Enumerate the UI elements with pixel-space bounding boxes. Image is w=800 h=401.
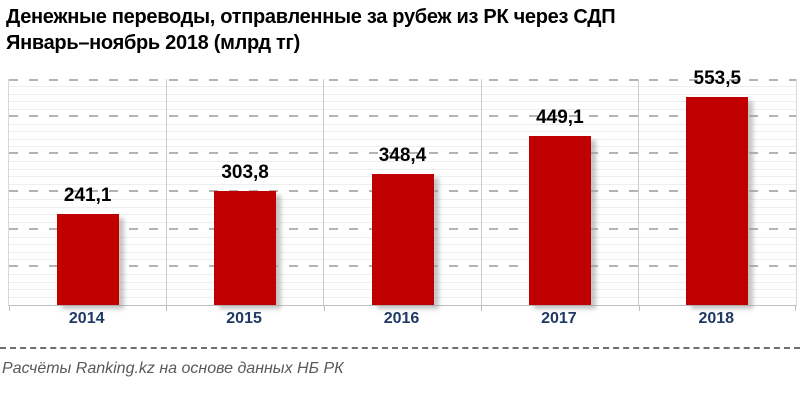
bar-2018 — [686, 96, 749, 305]
chart-title-line1: Денежные переводы, отправленные за рубеж… — [6, 6, 616, 28]
axis-tick — [9, 305, 10, 311]
gridline-minor — [9, 138, 796, 140]
bar-2017 — [528, 135, 591, 305]
bar-value-label-2016: 348,4 — [378, 144, 427, 166]
gridline-major — [9, 79, 796, 81]
gridline-minor — [9, 161, 796, 163]
gridline-minor — [9, 131, 796, 133]
bar-2016 — [371, 173, 434, 305]
axis-tick — [481, 305, 483, 311]
x-axis-label-2018: 2018 — [698, 310, 735, 327]
category-separator — [165, 79, 167, 305]
gridline-minor — [9, 93, 796, 95]
gridline-major — [9, 152, 796, 155]
footer-divider — [0, 347, 800, 349]
x-axis-label-2015: 2015 — [226, 310, 262, 327]
axis-tick — [323, 305, 325, 311]
gridline-minor — [9, 168, 796, 170]
bar-2014 — [56, 214, 119, 305]
category-separator — [323, 79, 325, 305]
gridline-minor — [9, 101, 796, 103]
gridline-minor — [9, 146, 796, 148]
gridline-minor — [9, 86, 796, 88]
bar-value-label-2015: 303,8 — [221, 161, 269, 183]
gridline-major — [9, 114, 796, 117]
bar-value-label-2018: 553,5 — [693, 67, 742, 89]
x-axis-label-2017: 2017 — [541, 310, 577, 327]
axis-tick — [166, 305, 168, 311]
axis-tick — [795, 305, 796, 311]
axis-tick — [638, 305, 640, 311]
category-separator — [480, 79, 482, 305]
chart-title-line2: Январь–ноябрь 2018 (млрд тг) — [6, 32, 300, 54]
plot-area: 241,1 303,8 348,4 449,1 553,5 — [8, 68, 797, 311]
x-axis-label-2016: 2016 — [383, 310, 420, 327]
gridline-minor — [9, 123, 796, 125]
chart-title: Денежные переводы, отправленные за рубеж… — [6, 4, 616, 56]
bar-value-label-2017: 449,1 — [536, 106, 584, 128]
x-axis-label-2014: 2014 — [68, 310, 105, 327]
x-axis: 2014 2015 2016 2017 2018 — [8, 310, 795, 332]
bar-2015 — [214, 190, 277, 305]
gridline-minor — [9, 108, 796, 110]
bar-value-label-2014: 241,1 — [63, 185, 112, 207]
category-separator — [638, 79, 640, 305]
source-note: Расчёты Ranking.kz на основе данных НБ Р… — [2, 360, 344, 377]
